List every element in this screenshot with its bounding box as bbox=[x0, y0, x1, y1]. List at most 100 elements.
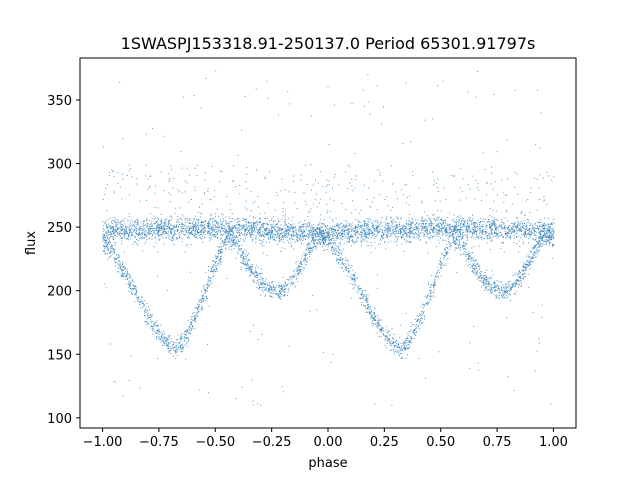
data-point bbox=[238, 230, 240, 232]
data-point bbox=[309, 229, 311, 231]
data-point bbox=[340, 244, 342, 246]
data-point bbox=[234, 238, 236, 240]
data-point bbox=[445, 263, 447, 265]
data-point bbox=[187, 320, 189, 321]
data-point bbox=[512, 231, 514, 233]
data-point bbox=[472, 268, 474, 269]
data-point bbox=[240, 248, 242, 250]
data-point bbox=[496, 235, 498, 237]
data-point bbox=[133, 288, 134, 290]
data-point bbox=[274, 239, 276, 241]
data-point bbox=[211, 222, 213, 224]
data-point bbox=[457, 216, 459, 218]
data-point bbox=[216, 257, 218, 259]
data-point bbox=[370, 310, 372, 312]
data-point bbox=[104, 222, 106, 224]
data-point bbox=[362, 291, 364, 293]
data-point bbox=[270, 229, 272, 231]
data-point bbox=[191, 322, 193, 324]
data-point bbox=[291, 234, 292, 236]
data-point bbox=[421, 322, 423, 324]
data-point bbox=[406, 232, 408, 234]
data-point bbox=[311, 239, 313, 241]
data-point bbox=[147, 225, 148, 227]
data-point bbox=[262, 289, 264, 291]
data-point bbox=[294, 226, 296, 228]
data-point bbox=[409, 346, 411, 348]
data-point bbox=[241, 260, 243, 262]
data-point bbox=[320, 226, 322, 228]
data-point bbox=[462, 248, 464, 250]
data-point bbox=[417, 219, 419, 221]
data-point bbox=[142, 302, 144, 304]
data-point bbox=[350, 227, 352, 229]
data-point bbox=[433, 228, 434, 230]
data-point bbox=[339, 233, 341, 234]
data-point bbox=[497, 219, 498, 221]
data-point bbox=[536, 240, 537, 242]
data-point bbox=[129, 284, 131, 286]
data-point bbox=[476, 227, 478, 229]
data-point bbox=[289, 227, 291, 229]
data-point bbox=[388, 228, 390, 229]
data-point bbox=[379, 330, 381, 332]
data-point bbox=[358, 224, 359, 226]
data-point bbox=[393, 351, 395, 353]
data-point bbox=[552, 244, 553, 246]
data-point bbox=[430, 225, 432, 227]
data-point bbox=[333, 248, 335, 250]
data-point bbox=[430, 295, 432, 297]
data-point bbox=[388, 230, 390, 232]
data-point bbox=[188, 231, 189, 233]
data-point bbox=[419, 328, 421, 330]
data-point bbox=[360, 293, 362, 295]
data-point bbox=[333, 247, 335, 249]
data-point bbox=[495, 224, 497, 226]
data-point bbox=[231, 237, 233, 239]
data-point bbox=[373, 311, 375, 313]
data-point bbox=[388, 223, 390, 225]
data-point bbox=[540, 229, 542, 231]
data-point bbox=[231, 221, 233, 222]
data-point bbox=[167, 223, 169, 225]
data-point bbox=[533, 255, 535, 257]
data-point bbox=[550, 239, 552, 240]
data-point bbox=[152, 327, 154, 329]
data-point bbox=[366, 298, 368, 300]
data-point bbox=[213, 234, 215, 235]
data-point bbox=[218, 251, 219, 252]
data-point bbox=[140, 301, 142, 302]
data-point bbox=[532, 224, 534, 226]
data-point bbox=[252, 271, 254, 273]
data-point bbox=[476, 278, 478, 280]
data-point bbox=[202, 228, 204, 230]
data-point bbox=[463, 243, 465, 245]
data-point bbox=[167, 225, 169, 227]
data-point bbox=[502, 242, 504, 244]
data-point bbox=[454, 229, 455, 231]
data-point bbox=[288, 232, 290, 234]
data-point bbox=[390, 220, 392, 222]
data-point bbox=[216, 231, 218, 233]
data-point bbox=[221, 255, 222, 257]
data-point bbox=[310, 252, 311, 254]
data-point bbox=[348, 228, 350, 230]
data-point bbox=[429, 223, 431, 225]
data-point bbox=[284, 281, 286, 283]
data-point bbox=[290, 242, 292, 244]
data-point bbox=[295, 286, 296, 288]
data-point bbox=[523, 269, 524, 271]
data-point bbox=[433, 223, 435, 225]
data-point bbox=[448, 226, 450, 228]
data-point bbox=[384, 339, 386, 341]
data-point bbox=[416, 236, 418, 238]
data-point bbox=[305, 229, 307, 231]
data-point bbox=[201, 301, 203, 303]
data-point bbox=[151, 329, 153, 331]
data-point bbox=[524, 231, 526, 233]
data-point bbox=[509, 232, 511, 234]
data-point bbox=[416, 233, 418, 235]
data-point bbox=[319, 243, 321, 245]
data-point bbox=[401, 227, 403, 229]
data-point bbox=[391, 328, 393, 330]
